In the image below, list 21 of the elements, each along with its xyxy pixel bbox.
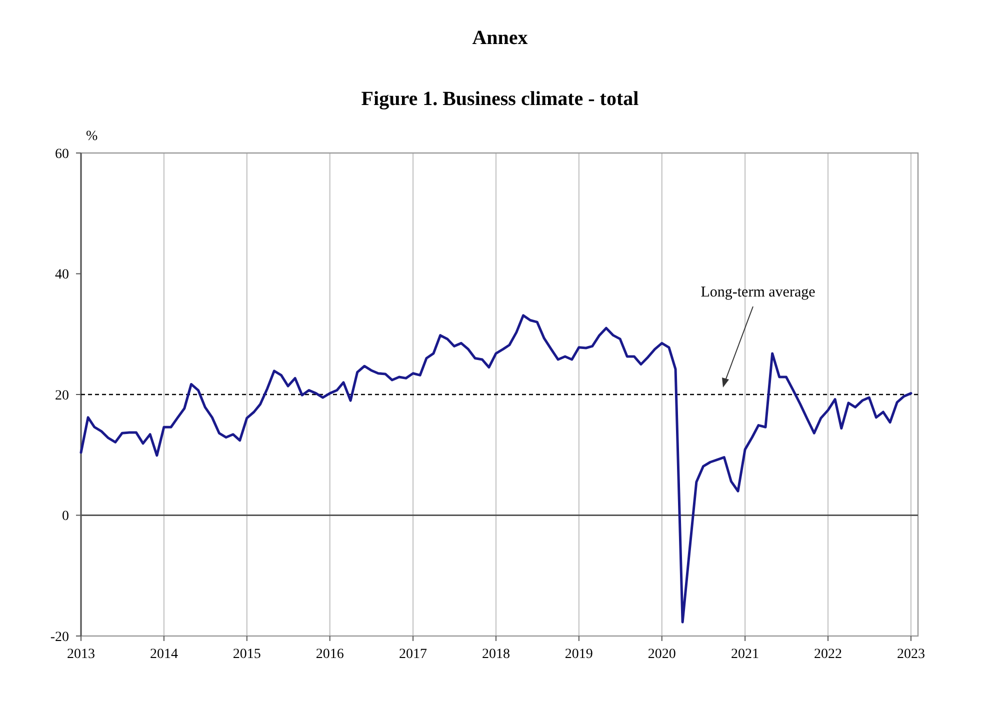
x-tick-label: 2016: [316, 647, 344, 662]
y-tick-label: 60: [55, 146, 69, 162]
y-tick-label: -20: [50, 630, 69, 645]
y-tick-label: 20: [55, 388, 69, 404]
ref-line-label: Long-term average: [700, 284, 816, 300]
x-tick-label: 2013: [67, 647, 95, 662]
chart-title: Annex: [472, 27, 528, 49]
x-tick-label: 2018: [482, 647, 510, 662]
chart-subtitle: Figure 1. Business climate - total: [361, 88, 640, 110]
x-tick-label: 2014: [150, 647, 178, 662]
x-tick-label: 2020: [648, 647, 676, 662]
x-tick-label: 2021: [731, 647, 760, 662]
x-tick-label: 2023: [896, 647, 925, 662]
x-tick-label: 2015: [232, 647, 261, 662]
line-series: [80, 314, 912, 624]
x-tick-label: 2019: [564, 647, 593, 662]
x-tick-label: 2017: [399, 647, 428, 662]
y-tick-label: 0: [62, 509, 69, 524]
y-axis-title: %: [86, 129, 98, 144]
x-tick-label: 2022: [814, 647, 842, 662]
y-tick-label: 40: [55, 268, 69, 283]
